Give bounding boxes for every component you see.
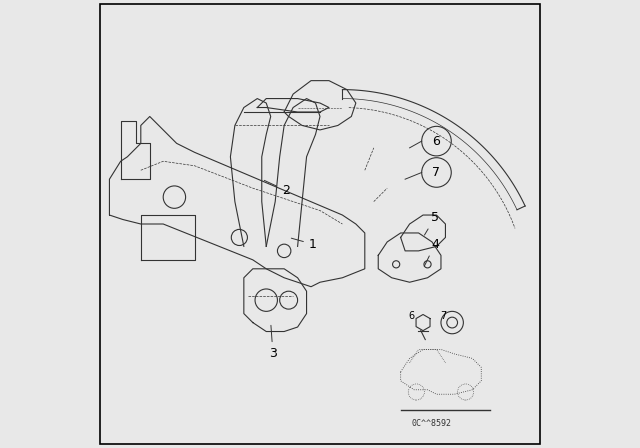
Text: 3: 3	[269, 325, 277, 360]
Text: 0C^^8592: 0C^^8592	[412, 419, 452, 428]
Text: 6: 6	[433, 134, 440, 148]
Text: 1: 1	[291, 237, 317, 251]
Text: 2: 2	[264, 181, 290, 197]
Text: 4: 4	[424, 237, 439, 266]
Text: 5: 5	[424, 211, 439, 235]
Text: 7: 7	[440, 311, 446, 321]
Text: 7: 7	[433, 166, 440, 179]
Text: 6: 6	[409, 311, 415, 321]
